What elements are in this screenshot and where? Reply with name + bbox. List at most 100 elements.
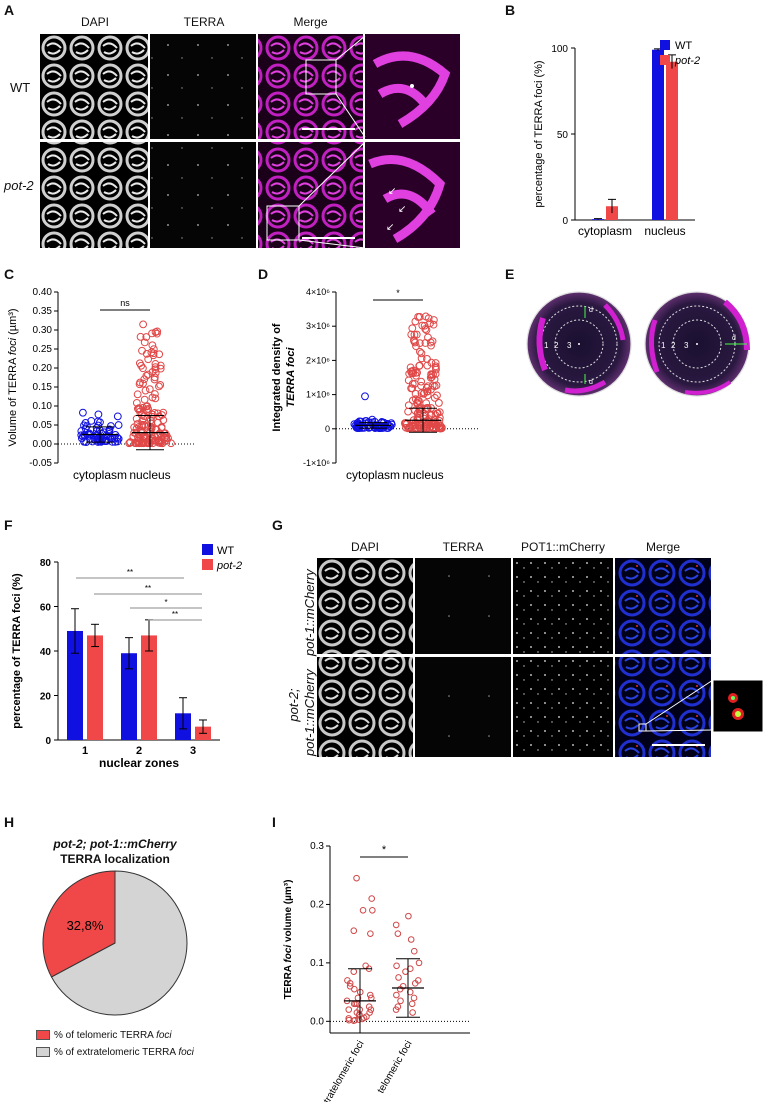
data-point — [105, 425, 114, 434]
data-point — [350, 968, 358, 975]
data-point — [143, 402, 152, 411]
svg-text:d: d — [589, 307, 593, 314]
data-point — [149, 351, 158, 360]
significance-label: ns — [120, 298, 130, 308]
x-tick-label: nucleus — [644, 224, 685, 238]
data-point — [351, 985, 358, 993]
data-point — [140, 412, 148, 421]
y-tick-label: -1×10⁶ — [303, 458, 330, 468]
x-tick-label: extratelomeric foci — [317, 1039, 367, 1102]
data-point — [102, 437, 111, 445]
data-point — [406, 988, 414, 996]
data-point — [421, 417, 430, 426]
data-point — [427, 341, 435, 350]
data-point — [368, 895, 376, 902]
data-point — [404, 401, 413, 410]
y-tick-label: 40 — [40, 647, 52, 658]
data-point — [355, 1016, 362, 1023]
data-point — [155, 382, 163, 391]
data-point — [139, 438, 147, 447]
data-point — [142, 333, 151, 341]
x-tick-label: nucleus — [402, 468, 443, 482]
col-label-dapi: DAPI — [80, 15, 109, 29]
bar-pot-2 — [87, 635, 103, 740]
legend-label: WT — [675, 40, 692, 52]
bar-pot-2 — [666, 61, 678, 221]
legend-swatch — [202, 544, 213, 555]
data-point — [393, 991, 400, 999]
data-point — [140, 395, 149, 404]
data-point — [148, 439, 157, 448]
data-point — [138, 417, 146, 425]
y-axis-title-line1: Integrated density of — [271, 323, 283, 432]
data-point — [142, 405, 151, 414]
g-zoom-inset — [712, 679, 764, 733]
data-point — [125, 439, 134, 448]
x-tick-label: 3 — [190, 745, 196, 757]
y-tick-label: 0.3 — [310, 841, 324, 852]
data-point — [135, 405, 144, 414]
data-point — [424, 333, 432, 342]
data-point — [151, 365, 160, 374]
data-point — [350, 1017, 358, 1025]
y-tick-label: 0.15 — [33, 382, 53, 393]
pie-slice-extratelomeric — [50, 870, 188, 1016]
col-label-terra: TERRA — [183, 15, 225, 29]
panel-letter-a: A — [4, 2, 15, 18]
panel-f-chart: 0 20 40 60 80 percentage of TERRA foci (%) nuc… — [11, 544, 242, 770]
g-col-dapi: DAPI — [350, 540, 379, 554]
panel-c-chart: -0.05 0.00 0.05 0.10 0.15 0.20 0.25 0.30 0.35 0.4… — [7, 287, 195, 482]
bar-WT — [652, 49, 664, 220]
h-title-line1: pot-2; pot-1::mCherry — [53, 837, 177, 851]
data-point — [133, 436, 142, 445]
y-tick-label: 0.30 — [33, 325, 53, 336]
x-axis-title: nuclear zones — [99, 756, 179, 770]
data-point — [151, 369, 160, 377]
pot2-terra-image — [150, 142, 256, 248]
data-point — [415, 959, 423, 967]
data-point — [350, 927, 358, 935]
svg-text:↙: ↙ — [388, 186, 396, 197]
data-point — [418, 321, 427, 330]
g-row1-terra — [415, 558, 511, 654]
legend-label: pot-2 — [674, 55, 700, 67]
data-point — [436, 421, 445, 430]
g-row2-label-a: pot-2; — [286, 688, 301, 722]
y-tick-label: 60 — [40, 603, 52, 614]
data-point — [358, 1015, 366, 1023]
legend-swatch — [660, 40, 670, 50]
data-point — [107, 422, 115, 430]
data-point — [415, 396, 423, 405]
g-row1-pot1 — [513, 558, 613, 654]
h-title-line2: TERRA localization — [60, 852, 170, 866]
data-point — [430, 393, 439, 402]
y-axis-title: percentage of TERRA foci (%) — [11, 573, 23, 729]
h-legend-extratelomeric: % of extratelomeric TERRA foci — [36, 1047, 194, 1058]
data-point — [136, 332, 145, 341]
data-point — [139, 379, 147, 388]
panel-h-chart: 32,8% — [42, 870, 188, 1016]
col-label-merge: Merge — [293, 15, 328, 29]
data-point — [148, 436, 157, 445]
data-point — [423, 405, 432, 414]
data-point — [139, 433, 148, 442]
panel-letter-b: B — [505, 2, 516, 18]
svg-text:2: 2 — [671, 341, 676, 350]
data-point — [408, 1000, 416, 1008]
data-point — [359, 906, 367, 914]
legend-swatch — [660, 55, 670, 65]
data-point — [394, 930, 402, 937]
y-axis-title: percentage of TERRA foci (%) — [533, 60, 545, 207]
data-point — [423, 387, 431, 396]
y-tick-label: 0.1 — [310, 958, 324, 969]
data-point — [427, 358, 436, 367]
y-tick-label: 0.05 — [33, 420, 53, 431]
data-point — [428, 381, 437, 390]
legend-label: WT — [217, 545, 234, 557]
data-point — [432, 365, 440, 374]
y-tick-label: 0.35 — [33, 306, 53, 317]
data-point — [138, 346, 146, 355]
row-label-wt: WT — [10, 80, 31, 95]
x-tick-label: cytoplasm — [578, 224, 632, 238]
nucleus-schematic-left: 1 2 3 d d — [526, 291, 632, 397]
